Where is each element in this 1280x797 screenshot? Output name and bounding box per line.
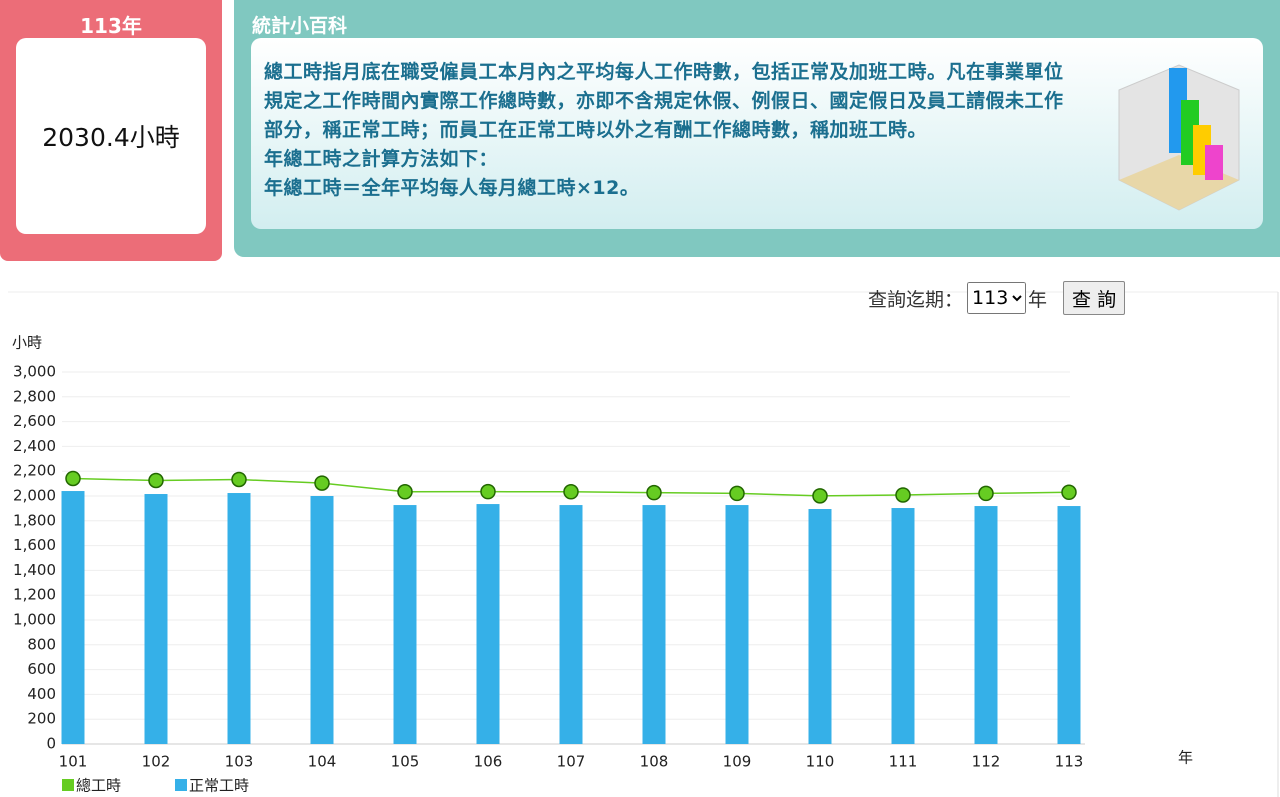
y-tick-label: 600 — [27, 660, 56, 678]
point — [895, 487, 911, 503]
chart-icon — [1118, 64, 1240, 211]
paragraph: 年總工時＝全年平均每人每月總工時×12。 — [264, 177, 640, 199]
y-tick-label: 1,200 — [13, 586, 56, 604]
x-tick-label: 102 — [142, 753, 171, 771]
bar — [891, 508, 915, 744]
point — [480, 483, 496, 500]
legend-swatch — [62, 779, 74, 791]
legend-swatch — [175, 779, 187, 791]
point — [148, 472, 164, 489]
legend-label: 總工時 — [76, 777, 121, 795]
y-tick-label: 400 — [27, 685, 56, 703]
y-tick-label: 2,000 — [13, 487, 56, 505]
bar — [559, 505, 583, 744]
x-tick-label: 103 — [225, 753, 254, 771]
card-value: 2030.4小時 — [16, 38, 206, 234]
legend-label: 正常工時 — [189, 777, 249, 795]
query-bar: 查詢迄期： 113 年 查 詢 — [868, 281, 1126, 315]
x-tick-label: 106 — [474, 753, 503, 771]
point — [729, 485, 745, 502]
point — [397, 484, 413, 500]
bar — [227, 493, 251, 744]
bar — [974, 506, 998, 744]
bar — [393, 505, 417, 744]
point — [646, 484, 662, 501]
bar — [808, 509, 832, 744]
x-tick-label: 105 — [391, 753, 420, 771]
y-tick-label: 200 — [27, 710, 56, 728]
year-select[interactable]: 113 — [967, 282, 1027, 314]
x-tick-label: 112 — [972, 753, 1001, 771]
point — [314, 475, 330, 491]
y-tick-label: 2,200 — [13, 462, 56, 480]
point — [231, 471, 247, 488]
paragraph: 總工時指月底在職受僱員工本月內之平均每人工作時數，包括正常及加班工時。凡在事業單… — [264, 61, 1064, 141]
bar — [61, 491, 85, 744]
x-tick-label: 113 — [1055, 753, 1084, 771]
x-tick-label: 104 — [308, 753, 337, 771]
info-title: 統計小百科 — [252, 15, 348, 37]
point — [563, 484, 579, 500]
x-tick-label: 109 — [723, 753, 752, 771]
point — [978, 485, 994, 502]
point — [1061, 484, 1077, 501]
x-tick-label: 107 — [557, 753, 586, 771]
bar — [476, 504, 500, 744]
x-tick-label: 108 — [640, 753, 669, 771]
y-tick-label: 1,000 — [13, 611, 56, 629]
bar — [1057, 506, 1081, 744]
query-button[interactable]: 查 詢 — [1063, 281, 1126, 315]
bar — [310, 496, 334, 744]
query-label: 查詢迄期： — [868, 288, 964, 311]
info-text: 總工時指月底在職受僱員工本月內之平均每人工作時數，包括正常及加班工時。凡在事業單… — [264, 58, 1076, 203]
y-tick-label: 3,000 — [13, 363, 56, 381]
y-axis-label: 小時 — [12, 334, 42, 352]
y-tick-label: 1,600 — [13, 536, 56, 554]
point — [812, 488, 828, 504]
bar — [642, 505, 666, 744]
x-tick-label: 111 — [889, 753, 918, 771]
y-tick-label: 800 — [27, 635, 56, 653]
bar — [144, 494, 168, 744]
paragraph: 年總工時之計算方法如下： — [264, 148, 499, 170]
summary-card: 113年 2030.4小時 — [0, 0, 222, 261]
x-tick-label: 110 — [806, 753, 835, 771]
x-axis-label: 年 — [1178, 749, 1193, 767]
y-tick-label: 2,600 — [13, 412, 56, 430]
y-tick-label: 1,800 — [13, 511, 56, 529]
point — [65, 470, 81, 487]
y-tick-label: 2,400 — [13, 437, 56, 455]
y-tick-label: 1,400 — [13, 561, 56, 579]
info-panel: 統計小百科 總工時指月底在職受僱員工本月內之平均每人工作時數，包括正常及加班工時… — [234, 0, 1280, 257]
x-tick-label: 101 — [59, 753, 88, 771]
y-tick-label: 0 — [46, 735, 56, 753]
card-title: 113年 — [80, 14, 142, 38]
bar — [725, 505, 749, 744]
y-tick-label: 2,800 — [13, 387, 56, 405]
query-unit: 年 — [1028, 288, 1048, 311]
info-box: 總工時指月底在職受僱員工本月內之平均每人工作時數，包括正常及加班工時。凡在事業單… — [251, 38, 1263, 229]
